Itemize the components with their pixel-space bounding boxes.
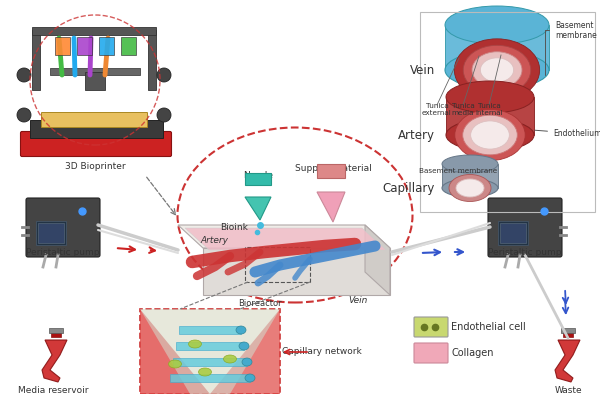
Ellipse shape bbox=[442, 179, 498, 197]
Ellipse shape bbox=[454, 39, 539, 101]
Ellipse shape bbox=[446, 119, 534, 151]
Ellipse shape bbox=[463, 45, 531, 95]
Polygon shape bbox=[178, 225, 390, 248]
Bar bbox=[121, 37, 136, 55]
Text: 3D Bioprinter: 3D Bioprinter bbox=[65, 162, 125, 171]
FancyBboxPatch shape bbox=[20, 132, 172, 156]
Text: Basement
membrane: Basement membrane bbox=[545, 20, 597, 75]
Polygon shape bbox=[210, 309, 280, 394]
Text: Artery: Artery bbox=[200, 236, 228, 245]
Ellipse shape bbox=[472, 52, 522, 88]
Text: Bioink: Bioink bbox=[220, 223, 248, 232]
Bar bbox=[77, 37, 92, 55]
Polygon shape bbox=[446, 97, 534, 135]
Text: Bioreactor: Bioreactor bbox=[238, 299, 281, 308]
Ellipse shape bbox=[442, 155, 498, 173]
FancyBboxPatch shape bbox=[414, 343, 448, 363]
FancyBboxPatch shape bbox=[488, 198, 562, 257]
Ellipse shape bbox=[245, 374, 255, 382]
Ellipse shape bbox=[481, 58, 514, 82]
Polygon shape bbox=[365, 225, 390, 295]
Bar bbox=[30, 120, 163, 138]
Bar bbox=[38, 223, 64, 243]
Text: Support material: Support material bbox=[295, 164, 371, 173]
Text: Endothelium: Endothelium bbox=[535, 129, 600, 138]
Circle shape bbox=[17, 108, 31, 122]
Polygon shape bbox=[42, 340, 67, 382]
Circle shape bbox=[17, 68, 31, 82]
FancyBboxPatch shape bbox=[41, 113, 148, 128]
Text: Basement membrane: Basement membrane bbox=[419, 168, 497, 174]
Circle shape bbox=[157, 108, 171, 122]
Bar bbox=[561, 328, 575, 333]
Text: Peristaltic pump: Peristaltic pump bbox=[488, 248, 562, 257]
Text: Capillary network: Capillary network bbox=[282, 348, 362, 357]
Bar bbox=[148, 30, 156, 90]
Ellipse shape bbox=[223, 355, 236, 363]
Ellipse shape bbox=[455, 110, 525, 161]
Bar bbox=[55, 37, 70, 55]
FancyBboxPatch shape bbox=[26, 198, 100, 257]
Bar bbox=[32, 30, 40, 90]
Polygon shape bbox=[442, 164, 498, 188]
Ellipse shape bbox=[445, 51, 549, 89]
Text: Artery: Artery bbox=[398, 128, 435, 141]
Text: Peristaltic pump: Peristaltic pump bbox=[26, 248, 100, 257]
Bar bbox=[245, 247, 310, 282]
Bar bbox=[85, 72, 105, 90]
Text: Tunica
internal: Tunica internal bbox=[475, 103, 503, 116]
Bar bbox=[49, 328, 63, 333]
Text: Waste: Waste bbox=[555, 386, 583, 394]
Circle shape bbox=[157, 68, 171, 82]
Text: Tunica
media: Tunica media bbox=[452, 103, 475, 116]
Bar bbox=[51, 329, 61, 337]
Ellipse shape bbox=[239, 342, 249, 350]
Ellipse shape bbox=[169, 360, 182, 368]
Ellipse shape bbox=[449, 175, 491, 201]
Polygon shape bbox=[203, 248, 390, 295]
Ellipse shape bbox=[470, 121, 509, 149]
Ellipse shape bbox=[463, 115, 517, 155]
Polygon shape bbox=[140, 309, 280, 394]
Bar bbox=[36, 221, 66, 245]
Text: Vein: Vein bbox=[348, 296, 367, 305]
Bar bbox=[500, 223, 526, 243]
Text: Media reservoir: Media reservoir bbox=[18, 386, 88, 394]
FancyBboxPatch shape bbox=[140, 309, 280, 394]
Bar bbox=[170, 374, 250, 382]
Ellipse shape bbox=[242, 358, 252, 366]
Bar bbox=[32, 27, 156, 35]
Text: Collagen: Collagen bbox=[451, 348, 493, 358]
Bar bbox=[99, 37, 114, 55]
Ellipse shape bbox=[456, 179, 484, 197]
Polygon shape bbox=[317, 192, 345, 222]
Polygon shape bbox=[140, 309, 210, 394]
Ellipse shape bbox=[188, 340, 202, 348]
Ellipse shape bbox=[445, 6, 549, 44]
Text: Tunica
external: Tunica external bbox=[422, 103, 452, 116]
Text: Endothelial cell: Endothelial cell bbox=[451, 322, 526, 332]
Bar bbox=[50, 68, 140, 75]
Bar bbox=[317, 164, 345, 178]
Bar bbox=[420, 12, 595, 212]
Ellipse shape bbox=[236, 326, 246, 334]
Text: Nozzle: Nozzle bbox=[243, 171, 273, 180]
Ellipse shape bbox=[446, 81, 534, 113]
Polygon shape bbox=[245, 197, 271, 220]
Ellipse shape bbox=[199, 368, 212, 376]
Bar bbox=[245, 173, 271, 185]
Text: Capillary: Capillary bbox=[383, 182, 435, 195]
Bar bbox=[176, 342, 244, 350]
Polygon shape bbox=[555, 340, 580, 382]
Bar bbox=[179, 326, 241, 334]
Bar bbox=[173, 358, 247, 366]
Bar bbox=[498, 221, 528, 245]
Text: Vein: Vein bbox=[410, 63, 435, 76]
Polygon shape bbox=[445, 25, 549, 70]
Polygon shape bbox=[185, 228, 386, 250]
Bar bbox=[563, 329, 573, 337]
FancyBboxPatch shape bbox=[414, 317, 448, 337]
